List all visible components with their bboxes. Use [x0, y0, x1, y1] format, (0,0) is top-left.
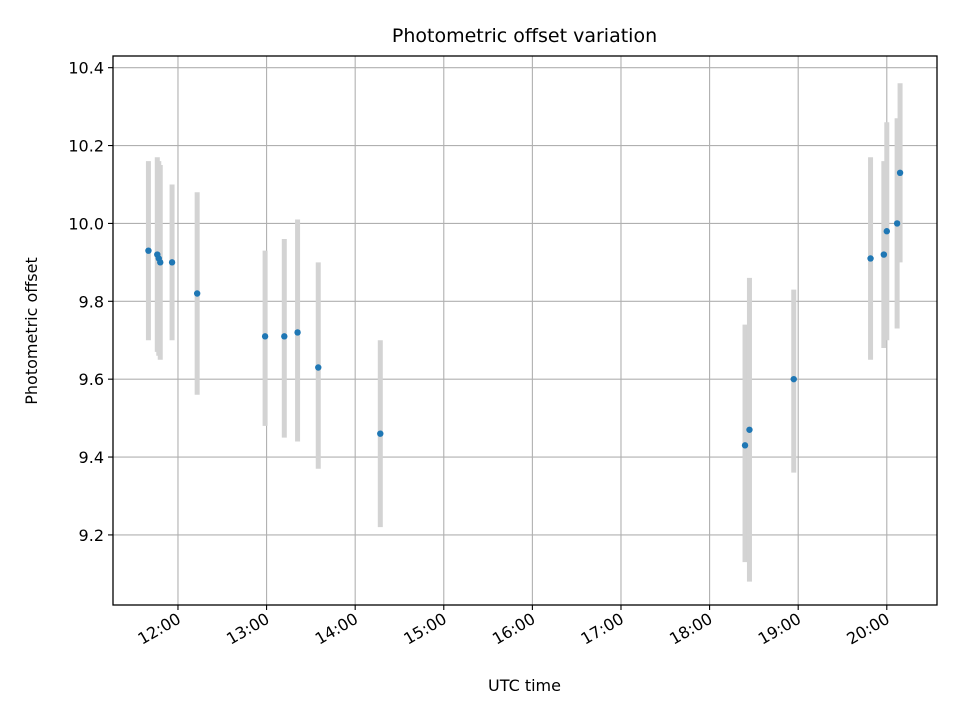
- y-axis-ticks: 9.2 9.4 9.6 9.8 10.0 10.2 10.4: [68, 59, 113, 545]
- data-point: [867, 255, 874, 262]
- plot-area-frame: [112, 55, 938, 606]
- data-point: [883, 228, 890, 235]
- data-point: [145, 247, 152, 254]
- y-tick-label: 9.2: [79, 526, 104, 545]
- data-point: [893, 220, 901, 227]
- data-points: [145, 169, 904, 449]
- data-point: [790, 375, 797, 383]
- data-point: [315, 364, 322, 371]
- y-tick-label: 9.6: [79, 370, 104, 389]
- data-point: [880, 251, 888, 258]
- data-point: [896, 169, 904, 177]
- y-tick-label: 10.4: [68, 59, 104, 78]
- data-point: [168, 259, 176, 266]
- data-point: [281, 333, 288, 340]
- x-axis-label: UTC time: [488, 676, 561, 695]
- data-point: [377, 430, 384, 437]
- data-point: [741, 442, 749, 449]
- data-point: [746, 426, 753, 433]
- y-tick-label: 9.4: [79, 448, 104, 467]
- data-point: [193, 290, 201, 297]
- data-point: [261, 333, 269, 340]
- y-tick-label: 10.2: [68, 137, 104, 156]
- y-axis-label: Photometric offset: [22, 257, 41, 405]
- y-tick-label: 10.0: [68, 214, 104, 233]
- data-point: [294, 329, 301, 336]
- chart-title: Photometric offset variation: [392, 25, 657, 47]
- y-tick-label: 9.8: [79, 292, 104, 311]
- data-point: [157, 259, 164, 266]
- grid-lines: [113, 56, 937, 605]
